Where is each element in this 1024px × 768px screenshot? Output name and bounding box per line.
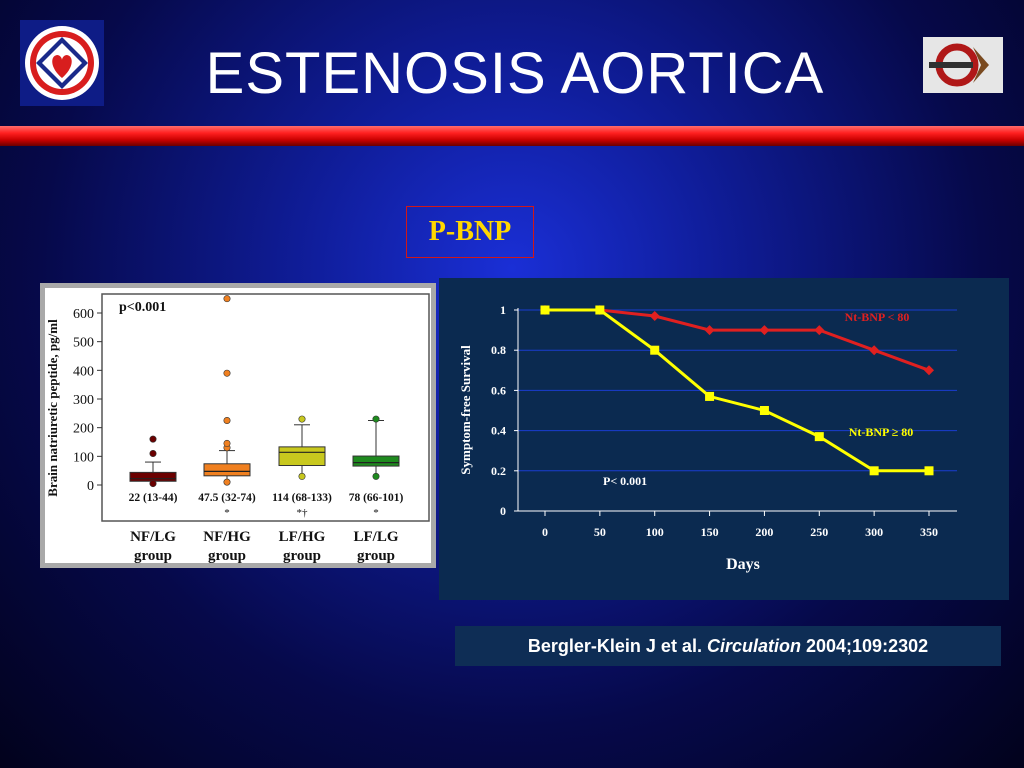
median-range-label: 78 (66-101): [349, 492, 404, 504]
y-tick-label: 0.8: [491, 343, 506, 357]
group-label: group: [134, 548, 172, 563]
society-logo: [923, 37, 1003, 93]
series-marker: [595, 305, 605, 315]
median-range-label: 22 (13-44): [129, 492, 178, 504]
y-tick-label: 300: [73, 393, 94, 408]
y-tick-label: 400: [73, 364, 94, 379]
x-tick-label: 150: [701, 525, 719, 539]
x-tick-label: 350: [920, 525, 938, 539]
y-tick-label: 0: [87, 479, 94, 494]
slide-title: ESTENOSIS AORTICA: [205, 41, 825, 106]
series-marker: [869, 466, 879, 476]
outlier-point: [372, 472, 380, 480]
citation-ref: 2004;109:2302: [806, 635, 929, 656]
heart-emblem-icon: [25, 26, 99, 100]
y-tick-label: 100: [73, 450, 94, 465]
x-axis-label: Days: [726, 556, 760, 573]
box: [278, 446, 326, 467]
y-axis-label: Symptom-free Survival: [458, 345, 473, 475]
arrow-circle-logo-icon: [929, 43, 989, 87]
y-tick-label: 0.4: [491, 424, 506, 438]
x-tick-label: 250: [810, 525, 828, 539]
institution-logo: [20, 20, 104, 106]
survival-chart: 0 0.2 0.4 0.6 0.8 1 0 50 100 150 200 250 300 350 Days S…: [458, 303, 957, 573]
outlier-point: [223, 369, 231, 377]
series-label: Nt-BNP < 80: [845, 310, 910, 324]
outlier-point: [149, 480, 157, 488]
plot-frame: [101, 293, 430, 522]
title-divider-bar: [0, 126, 1024, 146]
pbnp-label: P-BNP: [428, 216, 512, 247]
series-marker: [869, 345, 880, 356]
series-line: [545, 308, 929, 473]
citation-journal: Circulation: [706, 635, 801, 656]
y-tick-label: 0.2: [491, 464, 506, 478]
x-tick-label: 200: [755, 525, 773, 539]
series-marker: [650, 345, 660, 355]
group-label: group: [208, 548, 246, 563]
p-value-annotation: p<0.001: [119, 300, 166, 315]
outlier-point: [149, 449, 157, 457]
outlier-point: [223, 478, 231, 486]
outlier-point: [372, 415, 380, 423]
y-tick-label: 500: [73, 336, 94, 351]
outlier-point: [149, 435, 157, 443]
series-label: Nt-BNP ≥ 80: [849, 425, 914, 439]
series-line: [545, 308, 930, 372]
y-tick-label: 200: [73, 422, 94, 437]
group-label: NF/HG: [203, 529, 251, 545]
significance-marker: *†: [297, 507, 309, 519]
survival-panel: 0 0.2 0.4 0.6 0.8 1 0 50 100 150 200 250 300 350 Days S…: [439, 278, 1009, 600]
significance-marker: *: [373, 507, 379, 519]
p-value-annotation: P< 0.001: [603, 474, 647, 488]
series-marker: [704, 325, 715, 336]
median-range-label: 47.5 (32-74): [198, 492, 256, 504]
series-marker: [814, 432, 824, 442]
boxplot-chart: 0 100 200 300 400 500 600 Brain natriuretic pep…: [45, 293, 430, 564]
significance-marker: *: [224, 507, 230, 519]
y-tick-label: 0: [500, 504, 506, 518]
y-axis-label: Brain natriuretic peptide, pg/ml: [45, 319, 60, 497]
series-marker: [814, 325, 825, 336]
series-marker: [924, 466, 934, 476]
series-marker: [759, 325, 770, 336]
median-range-label: 114 (68-133): [272, 492, 332, 504]
group-label: LF/HG: [279, 529, 326, 545]
series-marker: [759, 406, 769, 415]
group-label: NF/LG: [130, 529, 176, 545]
boxplot-panel: 0 100 200 300 400 500 600 Brain natriuretic pep…: [40, 283, 436, 568]
group-label: group: [283, 548, 321, 563]
boxplot-inner: 0 100 200 300 400 500 600 Brain natriuretic pep…: [45, 288, 431, 564]
x-tick-label: 300: [865, 525, 883, 539]
citation-authors: Bergler-Klein J et al.: [527, 635, 702, 656]
series-marker: [649, 311, 660, 322]
outlier-point: [223, 439, 231, 447]
group-label: LF/LG: [353, 529, 398, 545]
y-tick-label: 600: [73, 307, 94, 322]
outlier-point: [298, 415, 306, 423]
citation-box: Bergler-Klein J et al. Circulation 2004;…: [455, 626, 1001, 666]
y-tick-label: 0.6: [491, 383, 506, 397]
outlier-point: [223, 295, 231, 303]
outlier-point: [223, 417, 231, 425]
series-marker: [705, 391, 715, 401]
box: [352, 455, 400, 467]
x-tick-label: 0: [542, 525, 548, 539]
group-label: group: [357, 548, 395, 563]
pbnp-badge: P-BNP: [406, 206, 534, 258]
series-marker: [924, 365, 934, 376]
box: [129, 471, 177, 482]
x-tick-label: 100: [646, 525, 664, 539]
series-marker: [540, 305, 550, 315]
box: [203, 463, 251, 477]
outlier-point: [298, 472, 306, 480]
x-tick-label: 50: [594, 525, 606, 539]
y-tick-label: 1: [500, 303, 506, 317]
